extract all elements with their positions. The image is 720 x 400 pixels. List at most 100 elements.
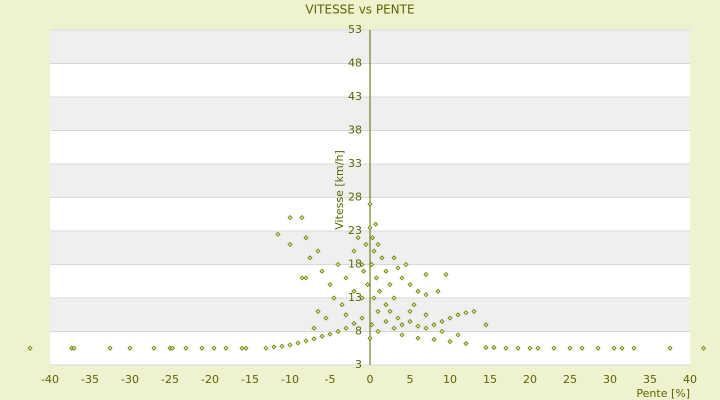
point: [359, 295, 365, 301]
point: [579, 345, 585, 351]
point: [415, 335, 421, 341]
point: [375, 241, 381, 247]
y-tick-label: 43: [348, 90, 362, 103]
point: [367, 201, 373, 207]
x-tick-label: 15: [483, 373, 497, 386]
point: [431, 336, 437, 343]
point: [183, 345, 189, 351]
point: [311, 325, 317, 331]
y-tick-label: 38: [348, 124, 362, 137]
point: [343, 325, 349, 331]
point: [383, 302, 389, 308]
point: [311, 336, 317, 342]
point: [271, 344, 277, 350]
point: [363, 241, 369, 247]
y-tick-label: 23: [348, 224, 362, 237]
point: [335, 261, 341, 268]
point: [127, 345, 133, 351]
point: [263, 345, 269, 351]
point: [319, 268, 325, 274]
point: [339, 302, 345, 308]
point: [107, 345, 113, 351]
point: [439, 318, 445, 325]
point: [611, 345, 617, 351]
point: [395, 265, 401, 271]
point: [435, 288, 441, 294]
point: [455, 332, 461, 338]
point: [27, 345, 33, 351]
point: [299, 275, 305, 281]
x-tick-label: -15: [241, 373, 259, 386]
point: [411, 302, 417, 308]
point: [535, 345, 541, 351]
chart-title: VITESSE vs PENTE: [305, 3, 414, 17]
point: [343, 275, 349, 281]
point: [391, 325, 397, 331]
point: [415, 323, 421, 329]
point: [431, 322, 437, 328]
point: [369, 322, 375, 328]
x-tick-label: 35: [643, 373, 657, 386]
point: [463, 310, 469, 316]
x-tick-label: -5: [325, 373, 336, 386]
point: [619, 345, 625, 351]
y-tick-label: 33: [348, 157, 362, 170]
y-tick-label: 53: [348, 23, 362, 36]
y-tick-label: 3: [355, 358, 362, 371]
point: [483, 322, 489, 328]
point: [447, 338, 453, 345]
point: [365, 282, 371, 288]
point: [239, 345, 245, 351]
point: [351, 248, 357, 254]
point: [295, 340, 301, 346]
point: [503, 345, 509, 351]
point: [399, 322, 405, 328]
point: [387, 282, 393, 288]
point: [287, 215, 293, 221]
x-tick-label: -20: [201, 373, 219, 386]
point: [471, 308, 477, 314]
point: [335, 328, 341, 335]
point: [327, 282, 333, 288]
point: [375, 328, 381, 335]
point: [423, 325, 429, 331]
point: [399, 275, 405, 281]
point: [303, 235, 309, 241]
y-tick-label: 48: [348, 57, 362, 70]
point: [275, 231, 281, 237]
x-tick-label: -35: [81, 373, 99, 386]
point: [287, 342, 293, 348]
point: [631, 345, 637, 351]
point: [443, 271, 449, 278]
point: [361, 268, 367, 274]
point: [169, 345, 175, 351]
point: [377, 288, 383, 294]
point: [491, 345, 497, 351]
point: [367, 335, 373, 341]
point: [315, 248, 321, 254]
x-tick-label: 40: [683, 373, 697, 386]
x-tick-label: -30: [121, 373, 139, 386]
point: [355, 235, 361, 241]
point: [423, 271, 429, 278]
point: [407, 282, 413, 288]
point: [371, 295, 377, 301]
point: [327, 331, 333, 337]
point: [439, 328, 445, 335]
point: [243, 345, 249, 351]
point: [595, 345, 601, 351]
point: [423, 292, 429, 298]
point: [299, 215, 305, 221]
point: [379, 255, 385, 261]
x-tick-label: -25: [161, 373, 179, 386]
point: [315, 308, 321, 314]
point: [371, 248, 377, 254]
point: [367, 225, 373, 231]
point: [151, 345, 157, 351]
point: [287, 241, 293, 247]
point: [463, 340, 469, 347]
point: [369, 261, 375, 268]
point: [403, 261, 409, 268]
